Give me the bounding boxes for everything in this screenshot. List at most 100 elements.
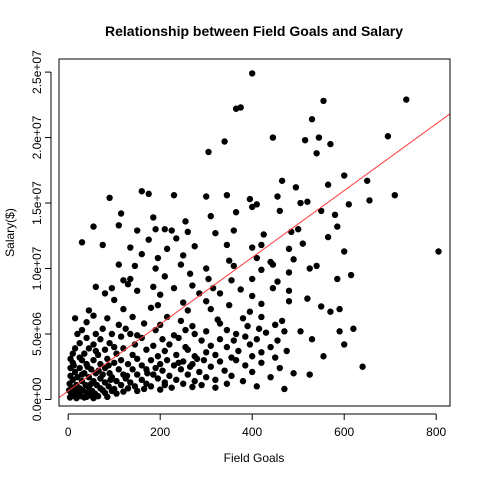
data-point xyxy=(66,394,74,401)
data-point xyxy=(90,223,97,230)
data-point xyxy=(159,367,166,374)
data-point xyxy=(223,380,231,387)
data-point xyxy=(239,315,247,322)
data-point xyxy=(85,373,93,381)
data-point xyxy=(249,275,256,283)
data-point xyxy=(104,393,111,401)
data-point xyxy=(154,375,162,382)
data-point xyxy=(253,336,260,343)
data-point xyxy=(84,363,91,370)
data-point xyxy=(242,333,249,340)
y-tick-label: 1.5e+07 xyxy=(30,181,44,225)
data-point xyxy=(334,223,341,230)
data-point xyxy=(105,362,112,369)
data-point xyxy=(113,390,120,397)
data-point xyxy=(170,284,178,292)
data-point xyxy=(281,328,288,335)
data-point xyxy=(107,376,114,384)
data-point xyxy=(138,376,145,384)
data-point xyxy=(200,356,208,364)
data-point xyxy=(255,325,263,332)
data-point xyxy=(230,337,237,344)
data-point xyxy=(253,254,260,262)
data-point xyxy=(150,342,157,349)
y-tick-label: 0.0e+00 xyxy=(30,377,44,421)
data-point xyxy=(168,384,175,391)
data-point xyxy=(403,96,410,103)
data-point xyxy=(163,356,171,364)
data-point xyxy=(230,227,237,234)
data-point xyxy=(90,341,97,348)
data-point xyxy=(184,228,191,236)
data-point xyxy=(138,250,145,258)
data-point xyxy=(83,319,90,326)
data-point xyxy=(292,184,300,191)
data-point xyxy=(274,337,281,344)
data-point xyxy=(221,138,228,145)
data-point xyxy=(115,261,123,268)
data-point xyxy=(129,366,136,373)
data-point xyxy=(258,241,265,249)
data-point xyxy=(246,195,254,203)
data-point xyxy=(120,388,127,395)
y-axis-label: Salary($) xyxy=(3,208,17,257)
data-point xyxy=(228,372,235,380)
data-point xyxy=(123,372,131,380)
data-point xyxy=(285,269,293,276)
data-point xyxy=(131,341,139,348)
data-point xyxy=(191,330,198,338)
data-point xyxy=(180,299,187,306)
data-point xyxy=(147,304,155,311)
data-point xyxy=(198,381,205,389)
chart-title: Relationship between Field Goals and Sal… xyxy=(105,23,403,39)
data-point xyxy=(111,296,118,304)
data-point xyxy=(290,370,297,377)
data-point xyxy=(336,328,343,335)
x-tick-label: 600 xyxy=(334,425,354,439)
data-point xyxy=(304,295,311,302)
data-point xyxy=(193,355,201,363)
data-point xyxy=(111,343,118,351)
data-point xyxy=(359,363,366,370)
x-tick-label: 800 xyxy=(426,425,446,439)
data-point xyxy=(180,380,187,387)
data-point xyxy=(168,227,175,234)
x-tick-label: 0 xyxy=(65,425,72,439)
data-point xyxy=(154,254,162,262)
data-point xyxy=(92,391,100,399)
data-point xyxy=(175,359,182,366)
data-point xyxy=(308,116,316,123)
data-point xyxy=(76,354,83,361)
data-point xyxy=(304,198,311,205)
data-points xyxy=(65,70,442,402)
data-point xyxy=(124,281,132,288)
data-point xyxy=(203,298,210,305)
data-point xyxy=(297,199,304,207)
data-point xyxy=(99,325,106,332)
data-point xyxy=(242,362,249,369)
data-point xyxy=(235,347,242,355)
data-point xyxy=(78,371,86,378)
data-point xyxy=(129,313,136,321)
data-point xyxy=(320,353,327,360)
data-point xyxy=(90,312,97,319)
data-point xyxy=(203,349,210,356)
data-point xyxy=(166,341,173,348)
data-point xyxy=(258,359,265,366)
data-point xyxy=(90,356,97,364)
y-tick-label: 1.0e+07 xyxy=(30,246,44,290)
data-point xyxy=(88,380,95,387)
data-point xyxy=(105,383,112,390)
data-point xyxy=(170,191,178,199)
data-point xyxy=(131,262,139,270)
data-point xyxy=(184,371,191,378)
data-point xyxy=(384,133,392,140)
data-point xyxy=(145,236,152,243)
data-point xyxy=(81,350,88,357)
data-point xyxy=(366,197,373,204)
data-point xyxy=(157,386,164,393)
data-point xyxy=(306,371,313,378)
data-point xyxy=(318,207,325,215)
data-point xyxy=(276,364,283,372)
data-point xyxy=(435,248,442,255)
